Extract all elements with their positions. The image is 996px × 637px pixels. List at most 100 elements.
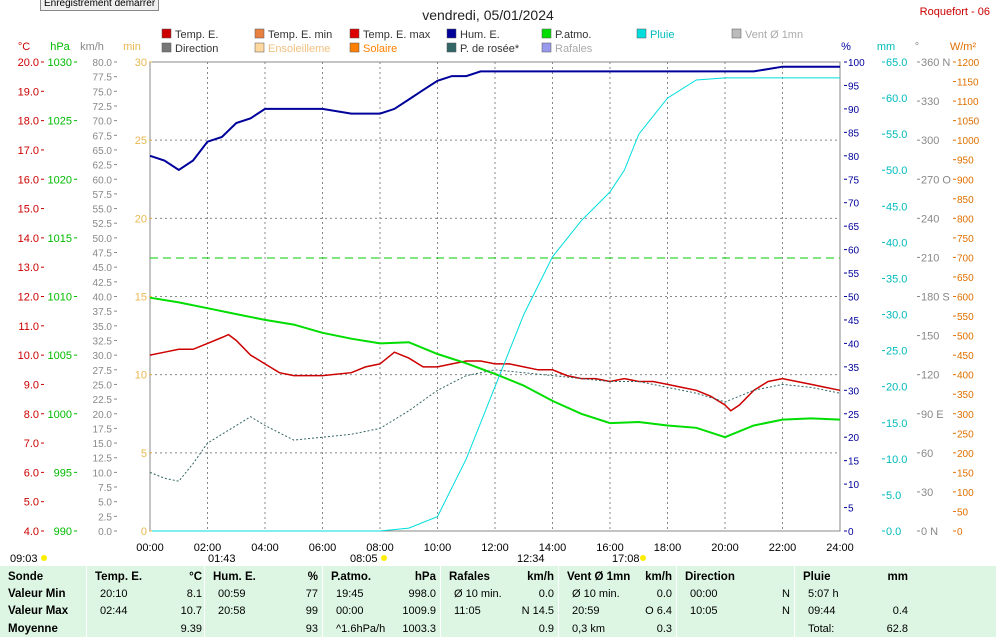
stats-value-vent: O 6.4 [645, 605, 672, 617]
y-tick-label-wind_kmh: 22.5 [93, 395, 113, 406]
recording-start-button[interactable]: Enregistrement démarrer [40, 0, 160, 11]
y-tick-label-solar_wm2: 400 [957, 371, 974, 382]
y-tick-label-humidity_pct: 80 [848, 152, 860, 163]
stats-value-direction: N [782, 605, 790, 617]
chart-legend: Temp. E. Temp. E. min Temp. E. max Hum. E. P… [161, 28, 803, 55]
y-tick-label-rain_mm: 30.0 [886, 310, 907, 322]
stats-unit-pluie: mm [887, 571, 908, 583]
stats-value-hum: 99 [305, 605, 318, 617]
legend-swatch [541, 28, 552, 39]
y-tick-label-direction_deg: 90 E [921, 409, 944, 421]
y-tick-label-wind_kmh: 80.0 [93, 58, 113, 69]
stats-time-pluie: 09:44 [808, 605, 836, 617]
series-line-3 [150, 77, 840, 532]
y-tick-label-direction_deg: 60 [921, 448, 933, 460]
y-tick-label-sun_min: 15 [135, 292, 147, 304]
y-tick-label-wind_kmh: 57.5 [93, 190, 113, 201]
legend-swatch [349, 42, 360, 53]
stats-time-temp: 02:44 [100, 605, 128, 617]
stats-header-direction: Direction [685, 571, 735, 583]
x-tick-label: 02:00 [194, 542, 222, 554]
y-tick-label-direction_deg: 180 S [921, 292, 950, 304]
y-tick-label-humidity_pct: 15 [848, 457, 860, 468]
x-tick-label: 08:00 [366, 542, 394, 554]
y-tick-label-temp_c: 5.0 [24, 497, 39, 509]
y-tick-label-wind_kmh: 47.5 [93, 249, 113, 260]
y-tick-label-solar_wm2: 1100 [957, 97, 979, 108]
y-tick-label-wind_kmh: 12.5 [93, 454, 113, 465]
y-tick-label-rain_mm: 40.0 [886, 237, 907, 249]
stats-value-rafales: 0.9 [538, 623, 554, 635]
y-tick-label-solar_wm2: 650 [957, 273, 974, 284]
y-tick-label-wind_kmh: 27.5 [93, 366, 113, 377]
stats-value-hum: 93 [305, 623, 318, 635]
y-tick-label-temp_c: 17.0 [18, 145, 39, 157]
legend-swatch [446, 28, 457, 39]
y-tick-label-wind_kmh: 62.5 [93, 161, 113, 172]
y-tick-label-solar_wm2: 1050 [957, 117, 980, 128]
x-tick-label: 18:00 [654, 542, 682, 554]
chart-axes: 00:00 02:00 04:00 06:00 08:00 10:00 12:00 14:00… [10, 41, 980, 565]
axis-unit-sun_min: min [123, 41, 141, 53]
y-tick-label-wind_kmh: 50.0 [93, 234, 113, 245]
stats-value-temp: 9.39 [180, 623, 202, 635]
legend-swatch [161, 28, 172, 39]
stats-time-rafales: Ø 10 min. [454, 588, 502, 600]
y-tick-label-wind_kmh: 60.0 [93, 175, 113, 186]
stats-value-rafales: 0.0 [538, 588, 554, 600]
legend-label: P. de rosée* [460, 43, 520, 55]
legend-label: Temp. E. max [363, 29, 431, 41]
y-tick-label-pressure_hpa: 1005 [48, 350, 72, 362]
stats-value-direction: N [782, 588, 790, 600]
axis-unit-rain_mm: mm [877, 41, 895, 53]
y-tick-label-humidity_pct: 75 [848, 175, 860, 186]
y-tick-label-humidity_pct: 55 [848, 269, 860, 280]
y-tick-label-humidity_pct: 35 [848, 363, 860, 374]
stats-value-temp: 10.7 [180, 605, 202, 617]
y-tick-label-temp_c: 9.0 [24, 379, 39, 391]
y-tick-label-solar_wm2: 700 [957, 253, 974, 264]
axis-unit-direction_deg: ° [915, 41, 919, 53]
stats-unit-rafales: km/h [527, 571, 554, 583]
y-tick-label-pressure_hpa: 1015 [48, 233, 72, 245]
y-tick-label-solar_wm2: 1200 [957, 58, 980, 69]
sun-icon [381, 555, 387, 561]
y-tick-label-sun_min: 5 [141, 448, 147, 460]
y-tick-label-humidity_pct: 70 [848, 199, 860, 210]
stats-value-vent: 0.0 [656, 588, 672, 600]
x-tick-label: 24:00 [826, 542, 854, 554]
y-tick-label-wind_kmh: 45.0 [93, 263, 113, 274]
legend-label: Solaire [363, 43, 397, 55]
stats-value-patm: 1009.9 [402, 605, 436, 617]
y-tick-label-wind_kmh: 2.5 [98, 512, 112, 523]
y-tick-label-temp_c: 10.0 [18, 350, 39, 362]
y-tick-label-wind_kmh: 32.5 [93, 336, 113, 347]
legend-label: P.atmo. [555, 29, 592, 41]
statistics-panel: Sonde Valeur Min Valeur Max Moyenne Temp. E.… [0, 566, 996, 637]
stats-time-pluie: 5:07 h [808, 588, 839, 600]
y-tick-label-pressure_hpa: 1010 [48, 292, 72, 304]
legend-swatch [541, 42, 552, 53]
y-tick-label-solar_wm2: 750 [957, 234, 974, 245]
y-tick-label-humidity_pct: 85 [848, 128, 860, 139]
y-tick-label-temp_c: 11.0 [18, 321, 39, 333]
y-tick-label-wind_kmh: 67.5 [93, 131, 113, 142]
y-tick-label-humidity_pct: 50 [848, 293, 860, 304]
legend-label: Vent Ø 1mn [745, 29, 803, 41]
x-tick-label: 06:00 [309, 542, 337, 554]
legend-swatch [254, 28, 265, 39]
y-tick-label-solar_wm2: 0 [957, 527, 963, 538]
stats-value-patm: 998.0 [408, 588, 436, 600]
stats-column-separator [204, 566, 205, 637]
y-tick-label-solar_wm2: 550 [957, 312, 974, 323]
y-tick-label-solar_wm2: 100 [957, 488, 974, 499]
y-tick-label-rain_mm: 50.0 [886, 165, 907, 177]
y-tick-label-humidity_pct: 95 [848, 81, 860, 92]
stats-unit-vent: km/h [645, 571, 672, 583]
stats-value-patm: 1003.3 [402, 623, 436, 635]
y-tick-label-wind_kmh: 17.5 [93, 424, 113, 435]
stats-time-vent: 20:59 [572, 605, 600, 617]
y-tick-label-rain_mm: 45.0 [886, 201, 907, 213]
y-tick-label-wind_kmh: 77.5 [93, 73, 113, 84]
y-tick-label-temp_c: 18.0 [18, 116, 39, 128]
